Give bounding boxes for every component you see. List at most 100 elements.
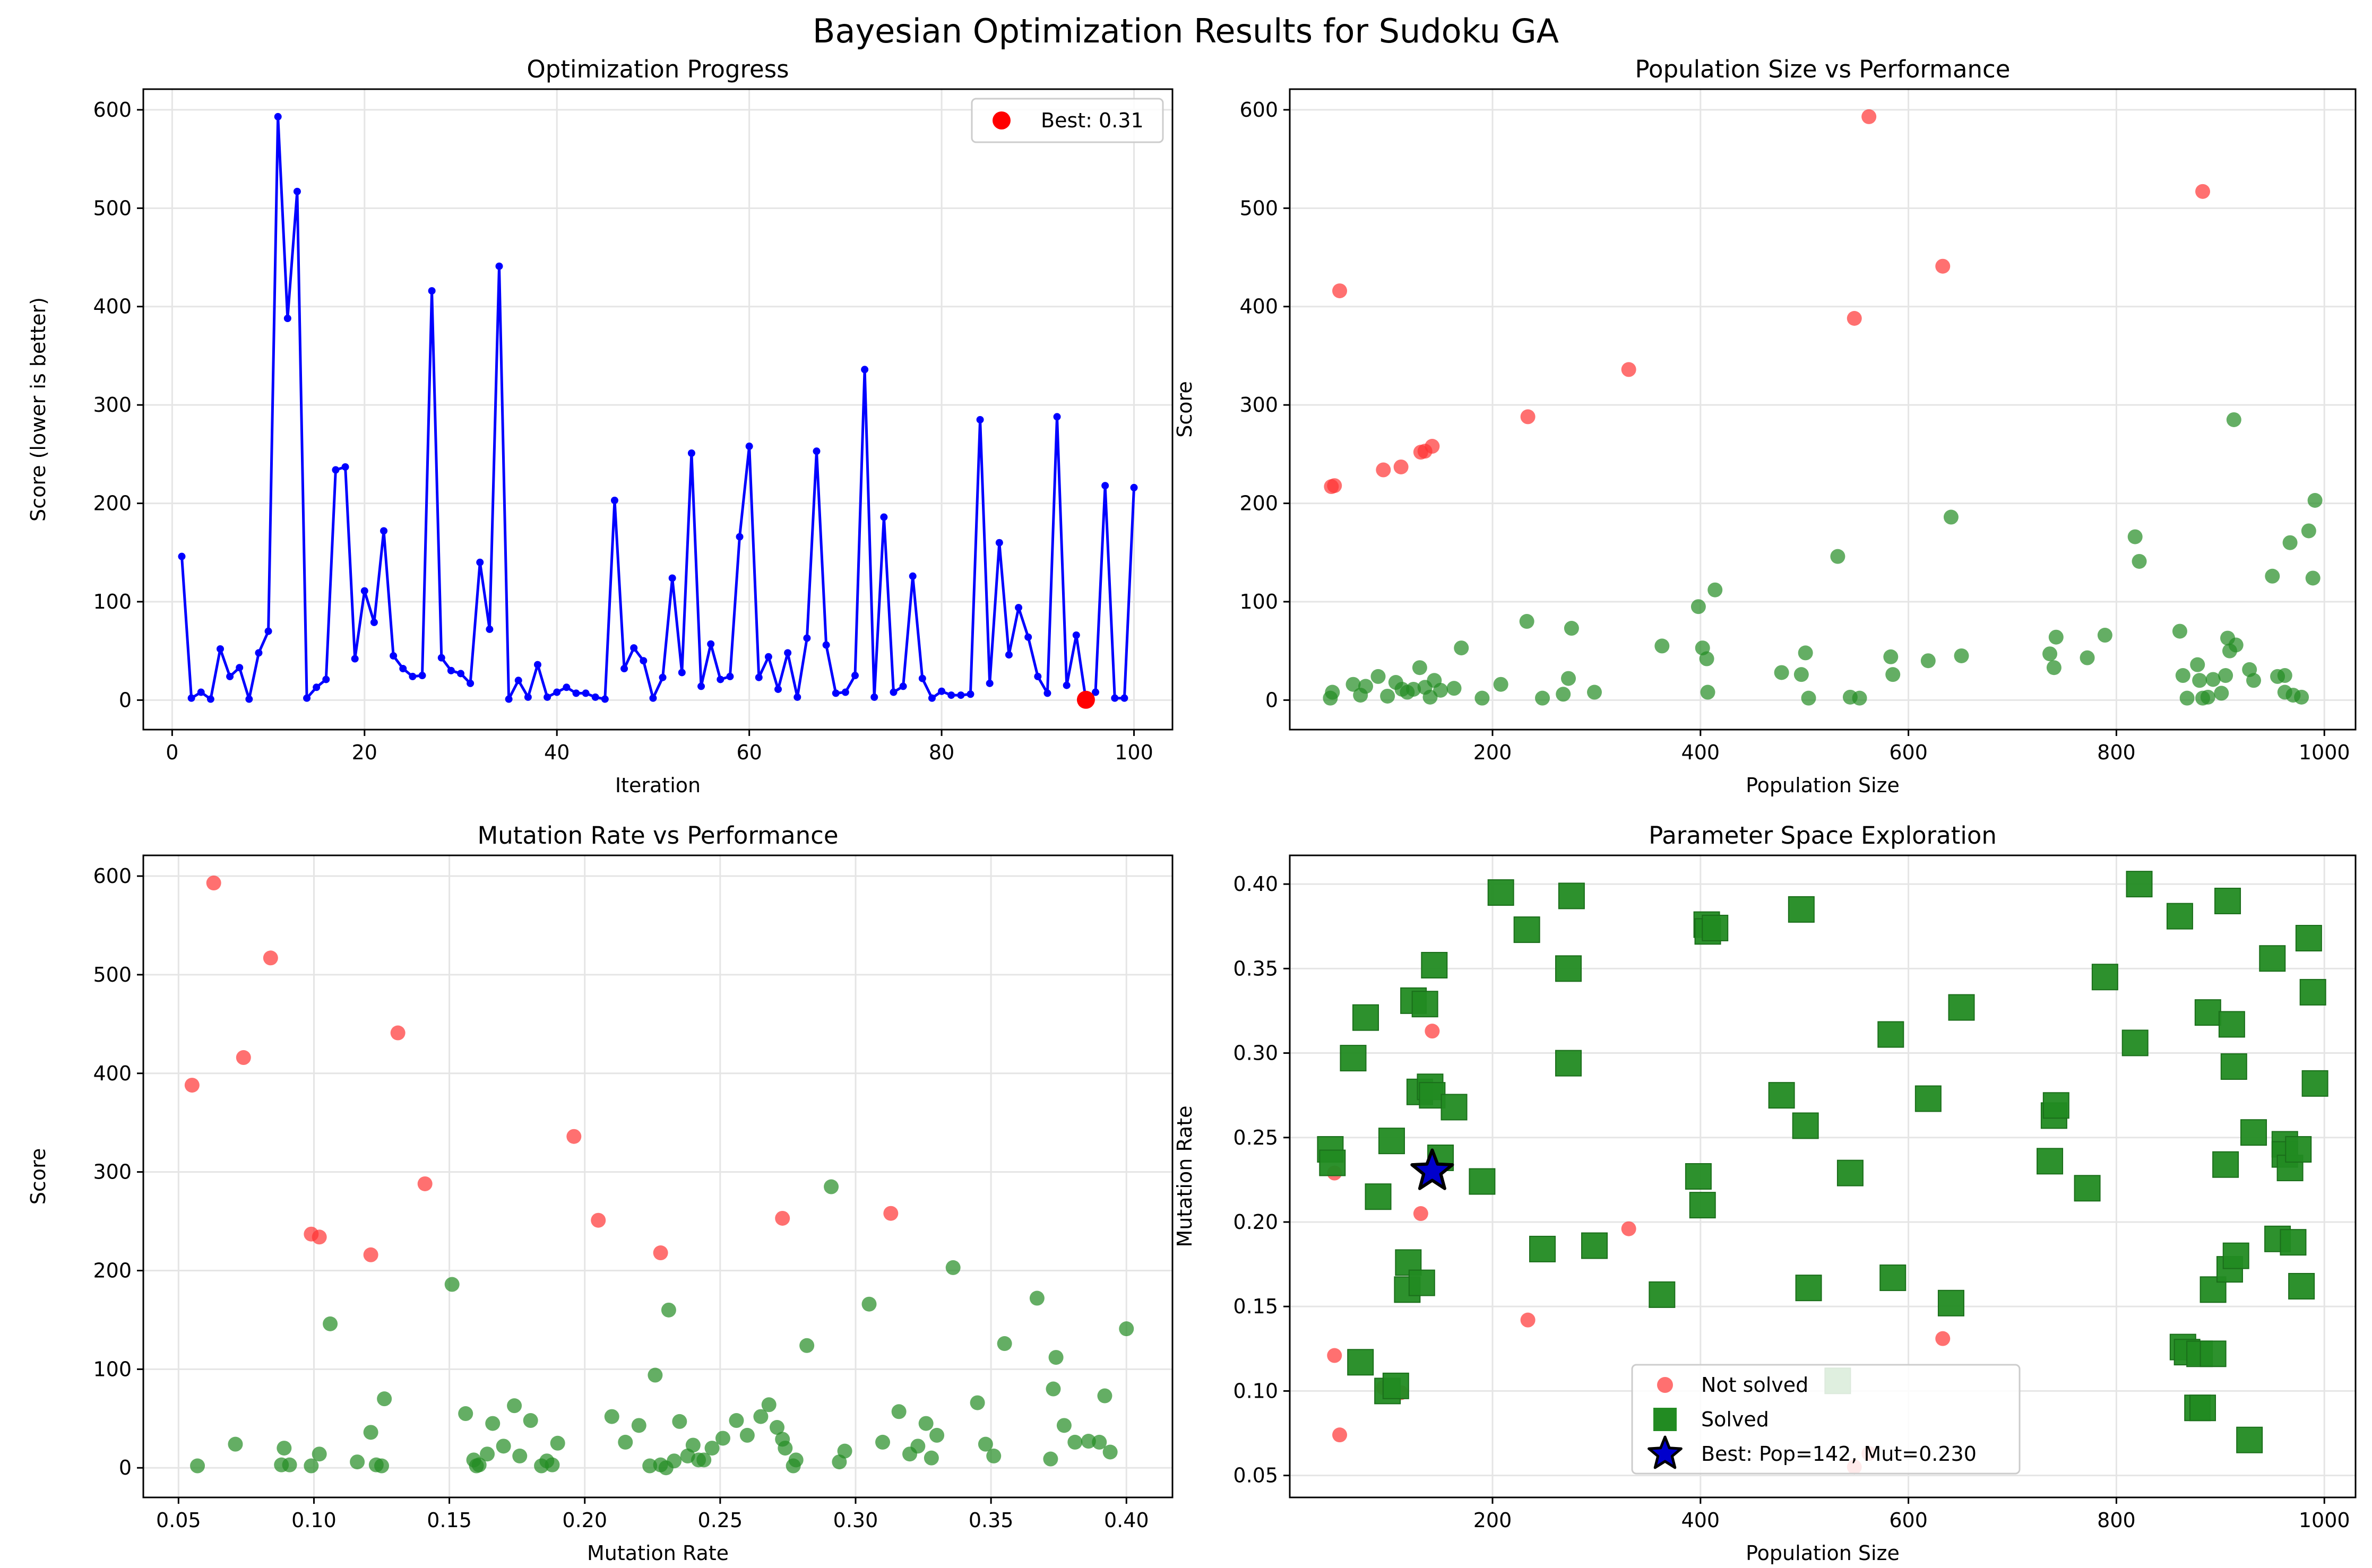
y-tick-label: 500: [1239, 196, 1278, 220]
x-tick-label: 0.30: [833, 1509, 878, 1532]
not-solved-point: [1861, 109, 1877, 124]
x-axis-label: Population Size: [1746, 774, 1900, 797]
solved-point: [799, 1338, 815, 1353]
solved-point: [1914, 1085, 1942, 1112]
solved-point: [2212, 1151, 2239, 1178]
solved-point: [1419, 1082, 1446, 1109]
solved-point: [2190, 657, 2205, 672]
plot-frame: [1289, 88, 2357, 731]
solved-point: [2205, 672, 2221, 687]
solved-point: [604, 1409, 619, 1424]
score-point: [264, 627, 272, 635]
solved-point: [1097, 1388, 1112, 1404]
solved-point: [1319, 1149, 1346, 1176]
plot-frame: [142, 88, 1174, 731]
score-point: [197, 688, 205, 696]
x-tick-label: 1000: [2299, 1509, 2350, 1532]
score-point: [707, 640, 715, 648]
score-point: [1092, 688, 1100, 696]
solved-point: [374, 1458, 390, 1474]
axis-ticks: 0 20 40 60 80 100 0 100 200 300 400 500 600: [93, 98, 1153, 764]
solved-point: [875, 1434, 891, 1450]
score-point: [351, 655, 359, 663]
score-point: [514, 677, 522, 685]
score-point: [890, 688, 898, 696]
score-point: [457, 670, 465, 678]
score-point: [736, 533, 744, 541]
legend: Best: 0.31: [971, 98, 1164, 143]
score-point: [1111, 694, 1119, 702]
solved-point: [1535, 690, 1550, 706]
score-point: [649, 694, 657, 702]
score-point: [544, 693, 551, 701]
solved-point: [929, 1427, 945, 1443]
plot-frame: [142, 854, 1174, 1498]
score-point: [764, 653, 772, 661]
score-point: [332, 466, 340, 474]
y-tick-label: 0: [119, 688, 132, 712]
solved-point: [770, 1420, 785, 1435]
solved-point: [1920, 653, 1936, 669]
panel-title: Parameter Space Exploration: [1649, 821, 1997, 850]
solved-point: [1493, 677, 1508, 692]
y-tick-label: 0.35: [1233, 957, 1278, 980]
legend-solved-label: Solved: [1701, 1408, 1769, 1431]
solved-point: [1454, 640, 1469, 656]
score-point: [717, 675, 724, 683]
solved-point: [2301, 1070, 2328, 1097]
panel-parameter-space: 200 400 600 800 1000 0.05 0.10 0.15 0.20 0.25 0.30…: [1173, 821, 2357, 1565]
score-point: [947, 691, 955, 699]
score-point: [755, 673, 763, 681]
solved-point: [978, 1436, 993, 1452]
y-tick-label: 100: [93, 1357, 132, 1381]
solved-point: [970, 1395, 985, 1410]
score-point: [976, 415, 984, 423]
solved-point: [1433, 682, 1448, 698]
not-solved-point: [1332, 283, 1348, 299]
solved-point: [2166, 903, 2193, 930]
score-point: [899, 682, 907, 690]
solved-point: [1555, 955, 1582, 982]
solved-point: [837, 1443, 852, 1459]
figure-title: Bayesian Optimization Results for Sudoku…: [813, 12, 1559, 50]
score-point: [1101, 482, 1109, 490]
score-point: [591, 693, 599, 701]
not-solved-point: [1425, 1024, 1440, 1039]
solved-point: [444, 1277, 460, 1292]
not-solved-point: [1393, 459, 1409, 474]
solved-point: [1885, 667, 1901, 682]
y-tick-label: 0: [1265, 688, 1278, 712]
x-tick-label: 800: [2097, 1509, 2136, 1532]
score-point: [245, 695, 253, 703]
solved-point: [363, 1425, 378, 1440]
score-point: [967, 690, 974, 698]
solved-point: [2097, 628, 2112, 643]
y-tick-label: 400: [93, 295, 132, 318]
axis-ticks: 200 400 600 800 1000 0.05 0.10 0.15 0.20 0.25 0.30…: [1233, 872, 2350, 1532]
best-point: [1076, 690, 1095, 709]
score-point: [726, 672, 734, 680]
solved-point: [715, 1431, 730, 1446]
legend-best-label: Best: Pop=142, Mut=0.230: [1701, 1442, 1977, 1466]
score-point: [620, 665, 628, 673]
y-tick-label: 300: [1239, 393, 1278, 417]
score-point: [447, 666, 455, 674]
score-point: [322, 675, 330, 683]
solved-point: [1581, 1232, 1608, 1259]
solved-point: [1487, 879, 1514, 906]
solved-point: [753, 1409, 769, 1424]
solved-point: [2126, 871, 2153, 898]
solved-point: [1119, 1321, 1134, 1337]
x-tick-label: 0.05: [156, 1509, 201, 1532]
y-axis-label: Mutation Rate: [1173, 1105, 1196, 1247]
score-point: [399, 665, 407, 673]
x-tick-label: 1000: [2299, 741, 2350, 764]
data-marks: [1323, 109, 2323, 706]
y-tick-label: 0.25: [1233, 1126, 1278, 1149]
y-tick-label: 100: [1239, 590, 1278, 613]
y-tick-label: 600: [1239, 98, 1278, 122]
solved-point: [1102, 1444, 1118, 1460]
score-point: [187, 694, 195, 702]
score-point: [563, 683, 571, 691]
score-point: [505, 695, 513, 703]
